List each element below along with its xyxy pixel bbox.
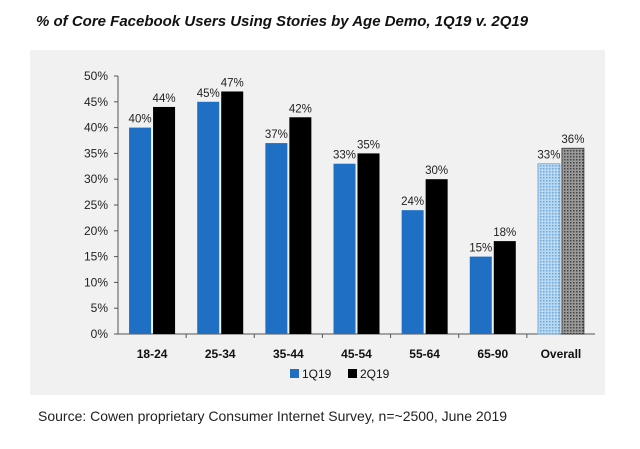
- data-label: 33%: [333, 150, 356, 162]
- y-tick-label: 30%: [84, 172, 108, 186]
- bar-1q19-45-54: [333, 163, 356, 334]
- data-label: 40%: [129, 114, 152, 126]
- x-category-label: 45-54: [341, 347, 372, 361]
- x-category-label: 35-44: [273, 347, 304, 361]
- bar-1q19-18-24: [129, 127, 152, 334]
- source-note: Source: Cowen proprietary Consumer Inter…: [38, 408, 508, 424]
- legend-swatch-2q19: [348, 369, 357, 378]
- bar-1q19-55-64: [401, 210, 424, 334]
- y-tick-label: 50%: [84, 69, 108, 83]
- y-tick-label: 25%: [84, 198, 108, 212]
- y-tick-label: 15%: [84, 250, 108, 264]
- y-tick-label: 20%: [84, 224, 108, 238]
- y-tick-label: 40%: [84, 121, 108, 135]
- x-category-label: 55-64: [409, 347, 440, 361]
- data-label: 45%: [197, 88, 220, 100]
- x-category-label: 65-90: [477, 347, 508, 361]
- chart-title: % of Core Facebook Users Using Stories b…: [36, 13, 529, 30]
- y-tick-label: 5%: [91, 301, 109, 315]
- bar-2q19-35-44: [289, 117, 312, 334]
- bar-2q19-45-54: [357, 153, 380, 334]
- x-category-label: 25-34: [205, 347, 236, 361]
- bar-1q19-overall: [537, 163, 561, 335]
- bar-2q19-18-24: [153, 106, 176, 335]
- data-label: 33%: [537, 150, 560, 162]
- data-label: 37%: [265, 129, 288, 141]
- legend-label-1q19: 1Q19: [302, 367, 332, 381]
- x-category-label: Overall: [541, 347, 582, 361]
- x-category-label: 18-24: [137, 347, 168, 361]
- chart-panel: [30, 50, 605, 395]
- y-tick-label: 0%: [91, 327, 109, 341]
- bar-2q19-55-64: [425, 179, 448, 334]
- bar-2q19-65-90: [493, 241, 516, 334]
- y-tick-label: 10%: [84, 275, 108, 289]
- data-label: 24%: [401, 196, 424, 208]
- bar-1q19-25-34: [197, 101, 220, 334]
- legend-label-2q19: 2Q19: [360, 367, 390, 381]
- bar-1q19-35-44: [265, 143, 288, 334]
- data-label: 47%: [221, 77, 244, 89]
- data-label: 35%: [357, 139, 380, 151]
- data-label: 15%: [469, 243, 492, 255]
- data-label: 42%: [289, 103, 312, 115]
- data-label: 18%: [493, 227, 516, 239]
- y-tick-label: 45%: [84, 95, 108, 109]
- bar-2q19-overall: [561, 147, 585, 335]
- data-label: 44%: [153, 93, 176, 105]
- y-tick-label: 35%: [84, 146, 108, 160]
- data-label: 30%: [425, 165, 448, 177]
- bar-2q19-25-34: [221, 91, 244, 334]
- data-label: 36%: [561, 134, 584, 146]
- bar-1q19-65-90: [469, 256, 492, 334]
- legend-swatch-1q19: [290, 369, 299, 378]
